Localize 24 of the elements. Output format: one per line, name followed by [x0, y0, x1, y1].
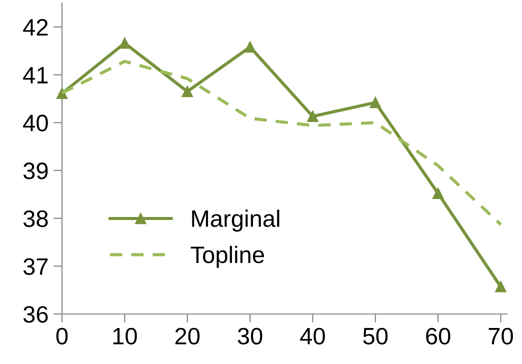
- x-tick-label: 70: [488, 328, 513, 345]
- point: [370, 96, 381, 108]
- x-tick-label: 30: [238, 328, 262, 345]
- point: [307, 110, 318, 122]
- point: [182, 86, 193, 98]
- point: [244, 41, 256, 53]
- y-tick-label: 42: [23, 18, 48, 36]
- y-tick-label: 41: [23, 67, 48, 84]
- y-tick-label: 36: [23, 306, 48, 323]
- legend-label: Marginal: [192, 210, 280, 232]
- x-tick-label: 50: [363, 328, 388, 345]
- x-tick-label: 10: [113, 328, 137, 345]
- x-tick-label: 0: [56, 328, 68, 345]
- x-tick-label: 20: [175, 328, 200, 345]
- y-tick-label: 38: [23, 210, 48, 228]
- point: [119, 38, 130, 49]
- legend-label: Topline: [190, 246, 264, 268]
- y-tick-label: 39: [23, 162, 48, 180]
- x-tick-label: 60: [426, 328, 450, 345]
- point: [432, 188, 444, 199]
- x-tick-label: 40: [300, 328, 325, 345]
- point: [495, 281, 506, 292]
- y-tick-label: 40: [23, 114, 48, 132]
- y-tick-label: 37: [23, 258, 48, 275]
